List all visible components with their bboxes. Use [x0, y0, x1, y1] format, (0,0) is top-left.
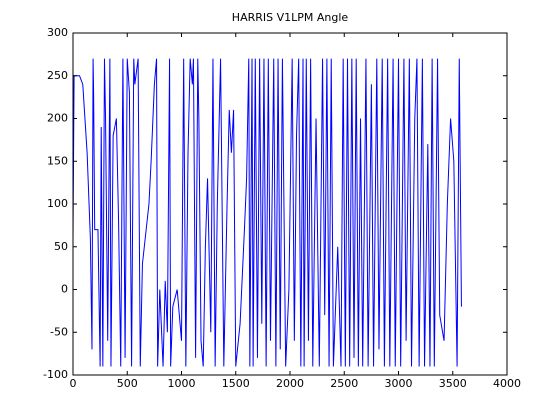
- x-tick-label: 2500: [330, 377, 358, 390]
- x-tick-label: 3500: [439, 377, 467, 390]
- y-tick-label: 200: [47, 112, 68, 125]
- y-tick-label: 50: [54, 240, 68, 253]
- y-tick-label: 150: [47, 154, 68, 167]
- y-tick-label: 300: [47, 26, 68, 39]
- chart-title: HARRIS V1LPM Angle: [232, 11, 349, 24]
- y-tick-label: -50: [50, 325, 68, 338]
- y-tick-label: 100: [47, 197, 68, 210]
- y-tick-label: 250: [47, 69, 68, 82]
- x-tick-label: 2000: [276, 377, 304, 390]
- data-line: [72, 58, 462, 367]
- x-tick-label: 4000: [493, 377, 521, 390]
- y-tick-label: 0: [61, 283, 68, 296]
- x-tick-label: 1000: [168, 377, 196, 390]
- x-tick-label: 0: [70, 377, 77, 390]
- x-tick-label: 3000: [385, 377, 413, 390]
- x-tick-label: 500: [117, 377, 138, 390]
- y-tick-label: -100: [43, 368, 68, 381]
- x-tick-label: 1500: [222, 377, 250, 390]
